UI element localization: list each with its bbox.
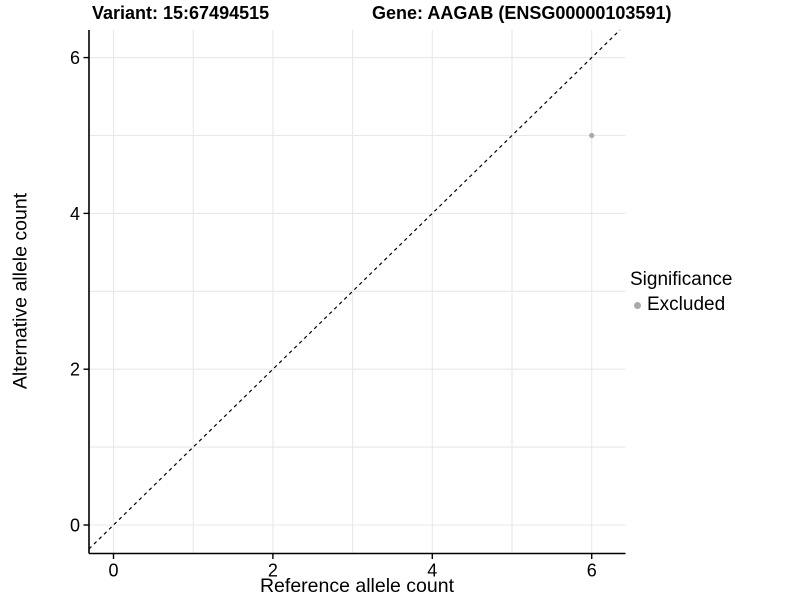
legend-title: Significance: [630, 269, 733, 290]
variant-title: Variant: 15:67494515: [92, 3, 270, 23]
y-tick-label: 4: [70, 204, 80, 224]
y-tick-label: 6: [70, 48, 80, 68]
y-tick-label: 0: [70, 516, 80, 536]
x-tick-label: 2: [268, 561, 278, 581]
y-tick-label: 2: [70, 360, 80, 380]
excluded-point-icon: [634, 301, 641, 309]
x-tick-label: 4: [427, 561, 437, 581]
y-axis-title: Alternative allele count: [9, 192, 32, 390]
x-tick-label: 6: [587, 561, 597, 581]
legend: Significance Excluded: [630, 269, 732, 316]
x-axis-title: Reference allele count: [259, 575, 455, 597]
data-point: [589, 132, 595, 139]
identity-dashed-line: [88, 29, 621, 550]
legend-entry-label: Excluded: [647, 294, 726, 315]
legend-entry-excluded: Excluded: [630, 294, 732, 316]
x-tick-label: 0: [108, 561, 118, 581]
gene-title: Gene: AAGAB (ENSG00000103591): [372, 3, 672, 23]
